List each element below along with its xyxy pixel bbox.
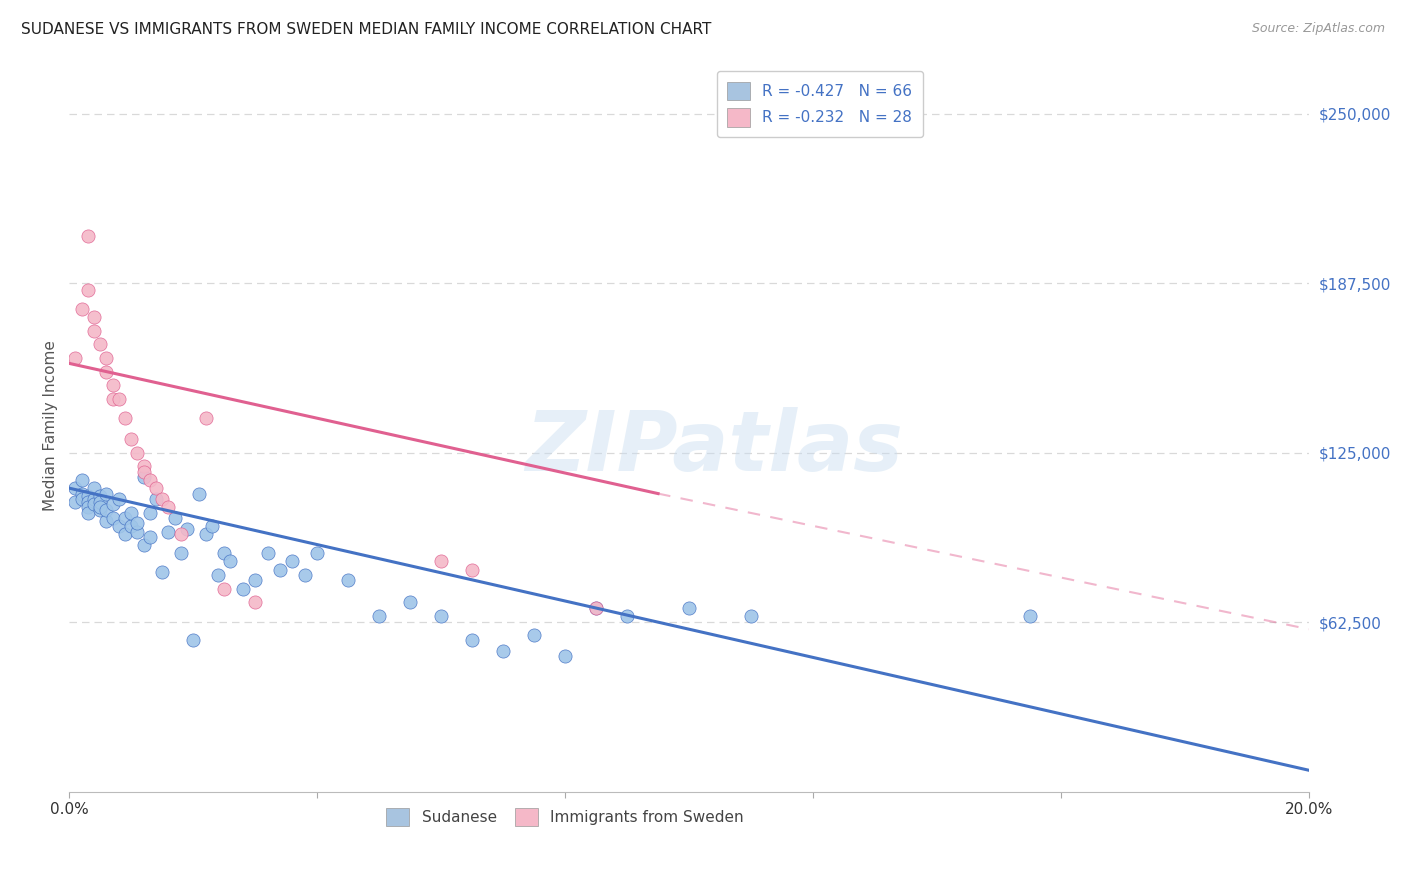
Point: [76, 500, 98, 515]
Point: [89, 489, 111, 503]
Point: [83, 324, 105, 338]
Point: [83, 310, 105, 325]
Point: [65, 494, 87, 508]
Point: [461, 562, 484, 576]
Point: [243, 595, 266, 609]
Point: [157, 524, 180, 539]
Point: [76, 506, 98, 520]
Point: [461, 633, 484, 648]
Point: [132, 465, 155, 479]
Point: [76, 228, 98, 243]
Point: [188, 486, 211, 500]
Point: [108, 519, 131, 533]
Point: [307, 546, 329, 560]
Point: [430, 554, 453, 568]
Point: [108, 392, 131, 406]
Text: ZIPatlas: ZIPatlas: [524, 408, 903, 488]
Text: Source: ZipAtlas.com: Source: ZipAtlas.com: [1251, 22, 1385, 36]
Point: [89, 337, 111, 351]
Point: [585, 600, 607, 615]
Point: [163, 511, 186, 525]
Point: [127, 446, 149, 460]
Point: [96, 514, 118, 528]
Point: [96, 365, 118, 379]
Point: [132, 538, 155, 552]
Point: [139, 530, 162, 544]
Point: [219, 554, 242, 568]
Point: [70, 473, 93, 487]
Point: [65, 481, 87, 495]
Point: [120, 506, 142, 520]
Point: [101, 378, 124, 392]
Point: [150, 491, 173, 506]
Point: [101, 498, 124, 512]
Point: [269, 562, 291, 576]
Point: [150, 566, 173, 580]
Point: [70, 486, 93, 500]
Point: [176, 522, 198, 536]
Point: [170, 527, 193, 541]
Point: [108, 491, 131, 506]
Point: [294, 568, 316, 582]
Point: [281, 554, 304, 568]
Point: [96, 486, 118, 500]
Point: [70, 491, 93, 506]
Point: [194, 410, 217, 425]
Legend: Sudanese, Immigrants from Sweden: Sudanese, Immigrants from Sweden: [377, 798, 754, 836]
Point: [194, 527, 217, 541]
Point: [96, 503, 118, 517]
Point: [127, 516, 149, 531]
Text: SUDANESE VS IMMIGRANTS FROM SWEDEN MEDIAN FAMILY INCOME CORRELATION CHART: SUDANESE VS IMMIGRANTS FROM SWEDEN MEDIA…: [21, 22, 711, 37]
Point: [243, 574, 266, 588]
Point: [83, 481, 105, 495]
Point: [232, 582, 254, 596]
Point: [76, 494, 98, 508]
Point: [181, 633, 204, 648]
Point: [145, 491, 167, 506]
Point: [139, 506, 162, 520]
Point: [89, 494, 111, 508]
Point: [70, 302, 93, 317]
Point: [585, 600, 607, 615]
Point: [101, 392, 124, 406]
Point: [120, 433, 142, 447]
Point: [492, 644, 515, 658]
Point: [127, 524, 149, 539]
Point: [83, 498, 105, 512]
Point: [114, 527, 136, 541]
Point: [139, 473, 162, 487]
Point: [337, 574, 360, 588]
Point: [76, 283, 98, 297]
Point: [170, 546, 193, 560]
Point: [145, 481, 167, 495]
Point: [368, 608, 391, 623]
Point: [207, 568, 229, 582]
Point: [120, 519, 142, 533]
Point: [132, 470, 155, 484]
Point: [523, 627, 546, 641]
Point: [212, 546, 235, 560]
Point: [1019, 608, 1042, 623]
Point: [114, 410, 136, 425]
Point: [76, 489, 98, 503]
Point: [89, 500, 111, 515]
Point: [157, 500, 180, 515]
Point: [114, 511, 136, 525]
Point: [89, 503, 111, 517]
Point: [740, 608, 762, 623]
Point: [132, 459, 155, 474]
Point: [678, 600, 700, 615]
Point: [554, 649, 576, 664]
Y-axis label: Median Family Income: Median Family Income: [44, 341, 58, 511]
Point: [201, 519, 224, 533]
Point: [616, 608, 638, 623]
Point: [399, 595, 422, 609]
Point: [83, 491, 105, 506]
Point: [430, 608, 453, 623]
Point: [96, 351, 118, 365]
Point: [65, 351, 87, 365]
Point: [101, 511, 124, 525]
Point: [212, 582, 235, 596]
Point: [256, 546, 278, 560]
